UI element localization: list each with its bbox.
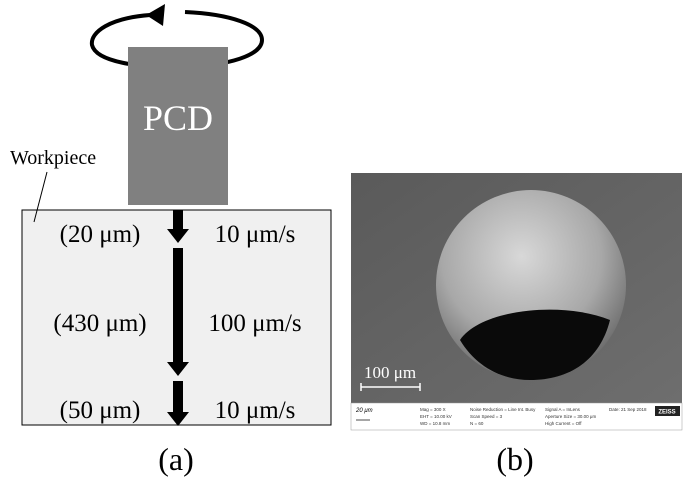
info-scale: 20 μm bbox=[355, 408, 373, 414]
info-text: Noise Reduction = Line Int. Busy bbox=[470, 407, 536, 412]
speed: 100 μm/s bbox=[208, 310, 301, 337]
info-text: High Current = Off bbox=[545, 421, 582, 426]
depth: (430 μm) bbox=[53, 310, 146, 337]
caption: (a) bbox=[158, 441, 194, 477]
depth: (50 μm) bbox=[60, 397, 141, 424]
caption: (b) bbox=[496, 441, 533, 477]
workpiece-label: Workpiece bbox=[10, 147, 96, 169]
depth: (20 μm) bbox=[60, 221, 141, 248]
info-text: N = 60 bbox=[470, 421, 484, 426]
figure: PCD Workpiece (20 μm) 10 μm/s (430 μm) 1… bbox=[0, 0, 683, 477]
info-text: Aperture Size = 30.00 μm bbox=[545, 414, 596, 419]
speed: 10 μm/s bbox=[215, 221, 296, 248]
info-text: Scan Speed = 3 bbox=[470, 414, 503, 419]
info-text: WD = 10.8 mm bbox=[420, 421, 450, 426]
info-text: Mag = 300 X bbox=[420, 407, 446, 412]
info-date: Date: 21 Sep 2018 bbox=[609, 407, 647, 412]
info-text: EHT = 10.00 kV bbox=[420, 414, 452, 419]
tool-label: PCD bbox=[143, 98, 213, 138]
rotation-arrowhead bbox=[146, 4, 165, 26]
info-text: Signal A = InLens bbox=[545, 407, 581, 412]
info-brand: ZEISS bbox=[658, 410, 675, 416]
scale-bar-label: 100 μm bbox=[364, 363, 416, 382]
speed: 10 μm/s bbox=[215, 397, 296, 424]
